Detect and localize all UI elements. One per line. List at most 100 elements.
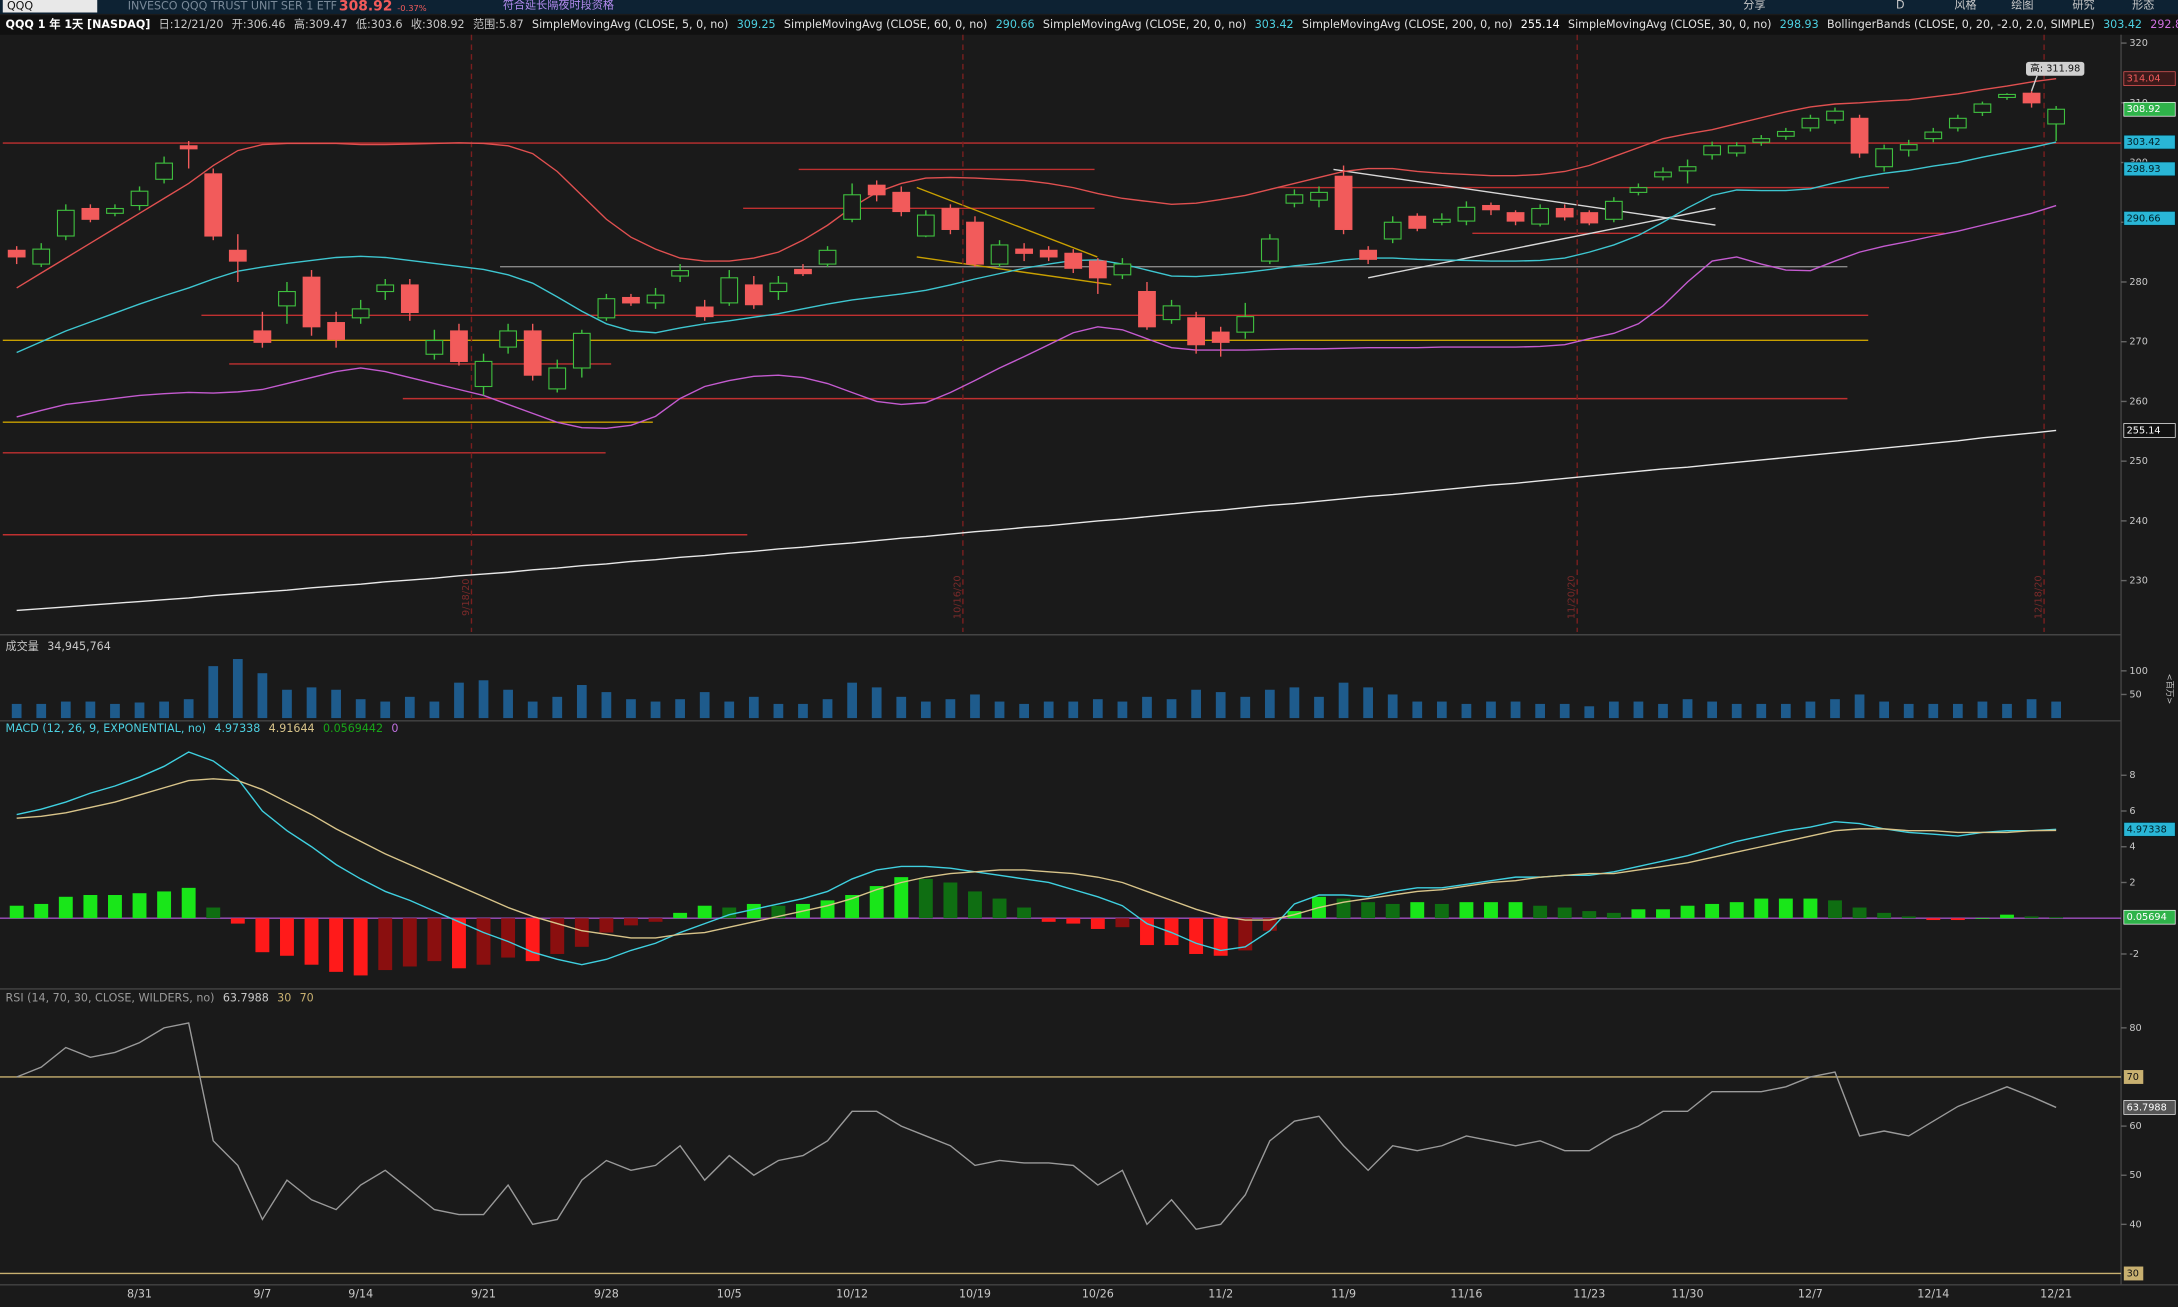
volume-bar <box>1608 701 1619 719</box>
volume-bar <box>183 699 194 719</box>
session-note: 符合延长隔夜时段资格 <box>503 0 614 12</box>
histogram-bar <box>968 891 982 919</box>
series-line <box>16 429 2057 612</box>
y-tick-label: 50 <box>2129 689 2141 700</box>
histogram-bar <box>255 918 270 953</box>
histogram-bar <box>501 918 516 958</box>
legend-text: SimpleMovingAvg (CLOSE, 60, 0, no) <box>784 18 987 31</box>
candle-body <box>1015 248 1034 254</box>
candle-body <box>646 294 665 304</box>
x-tick-label: 9/28 <box>594 1287 619 1300</box>
histogram-bar <box>1484 902 1498 919</box>
histogram-bar <box>1238 918 1253 951</box>
symbol[interactable]: QQQ <box>7 0 33 12</box>
histogram-bar <box>1680 905 1695 919</box>
candle-body <box>966 221 984 265</box>
y-tick-label: 80 <box>2129 1023 2141 1034</box>
x-tick-label: 8/31 <box>127 1287 152 1300</box>
volume-bar <box>601 692 612 719</box>
volume-bar <box>1461 703 1472 719</box>
candle-body <box>253 330 272 343</box>
histogram-bar <box>58 896 73 919</box>
badge-label: 255.14 <box>2127 425 2161 436</box>
price-badge <box>2123 134 2176 150</box>
volume-bar <box>675 699 685 719</box>
legend-text: QQQ 1 年 1天 [NASDAQ] <box>6 17 151 31</box>
legend-text: MACD (12, 26, 9, EXPONENTIAL, no) <box>6 722 207 735</box>
histogram-bar <box>697 905 712 919</box>
x-tick-label: 11/23 <box>1573 1287 1605 1300</box>
histogram-bar <box>574 918 589 947</box>
y-tick-label: 6 <box>2129 806 2135 817</box>
histogram-bar <box>894 877 909 919</box>
toolbar-item[interactable]: 风格 <box>1954 0 1976 12</box>
level-label: 70 <box>2127 1072 2139 1083</box>
volume-bar <box>1215 692 1226 719</box>
histogram-bar <box>1533 905 1548 919</box>
candle-body <box>892 191 911 213</box>
volume-bar <box>1191 689 1201 719</box>
volume-bar <box>282 689 292 719</box>
candle-body <box>499 330 517 348</box>
candle-body <box>1801 117 1820 129</box>
candle-body <box>1482 204 1500 211</box>
histogram-bar <box>1901 916 1916 919</box>
histogram-bar <box>1066 918 1081 924</box>
candle-body <box>1383 221 1402 240</box>
legend-text: 303.42 <box>2103 18 2142 31</box>
histogram-bar <box>599 918 614 933</box>
histogram-bar <box>943 882 958 919</box>
volume-bar <box>1436 701 1447 719</box>
candle-body <box>1654 171 1672 178</box>
level-badge <box>2123 1266 2144 1281</box>
volume-bar <box>1756 703 1767 719</box>
volume-bar <box>773 703 784 719</box>
candle-body <box>400 284 419 313</box>
legend-text: 70 <box>300 992 314 1005</box>
y-tick-label: 270 <box>2129 337 2148 348</box>
toolbar-item[interactable]: 研究 <box>2072 0 2094 12</box>
legend-text: SimpleMovingAvg (CLOSE, 30, 0, no) <box>1568 18 1771 31</box>
volume-bar <box>1977 701 1988 719</box>
toolbar-item[interactable]: 形态 <box>2132 0 2154 12</box>
y-tick-label: 250 <box>2129 456 2148 467</box>
histogram-bar <box>648 918 663 922</box>
volume-bar <box>2051 701 2062 719</box>
toolbar-item[interactable]: 分享 <box>1743 0 1765 12</box>
candle-body <box>597 298 616 319</box>
volume-bar <box>1731 703 1742 719</box>
legend-text: 303.42 <box>1255 18 1294 31</box>
badge-label: 4.97338 <box>2127 824 2167 835</box>
volume-bar <box>1535 703 1545 719</box>
volume-bar <box>1117 701 1128 719</box>
symbol-box[interactable] <box>2 0 98 13</box>
volume-bar <box>1314 696 1324 719</box>
toolbar-item[interactable]: D <box>1896 0 1905 12</box>
volume-bar <box>429 701 440 719</box>
price-badge <box>2123 423 2176 438</box>
x-tick-label: 9/7 <box>253 1287 271 1300</box>
volume-bar <box>748 696 759 719</box>
volume-bar <box>1780 703 1791 719</box>
legend-text: 255.14 <box>1521 18 1560 31</box>
candle-body <box>32 248 51 265</box>
y-tick-label: 260 <box>2129 396 2148 407</box>
legend-text: SimpleMovingAvg (CLOSE, 200, 0, no) <box>1302 18 1513 31</box>
volume-bar <box>1805 701 1816 719</box>
candle-body <box>1604 200 1623 220</box>
candle-body <box>1260 238 1279 262</box>
toolbar-item[interactable]: 绘图 <box>2011 0 2033 12</box>
histogram-bar <box>353 918 368 976</box>
volume-bar <box>134 702 145 719</box>
top-bar <box>0 0 2178 14</box>
volume-bar <box>404 696 415 719</box>
histogram-bar <box>1213 918 1228 956</box>
volume-bar <box>478 680 489 719</box>
x-tick-label: 10/12 <box>836 1287 868 1300</box>
histogram-bar <box>1017 907 1032 919</box>
volume-bar <box>1363 687 1373 719</box>
legend-text: 开:306.46 <box>232 18 286 31</box>
badge-label: 303.42 <box>2127 137 2161 148</box>
volume-bar <box>1559 703 1570 719</box>
legend-text: 4.97338 <box>214 722 260 735</box>
